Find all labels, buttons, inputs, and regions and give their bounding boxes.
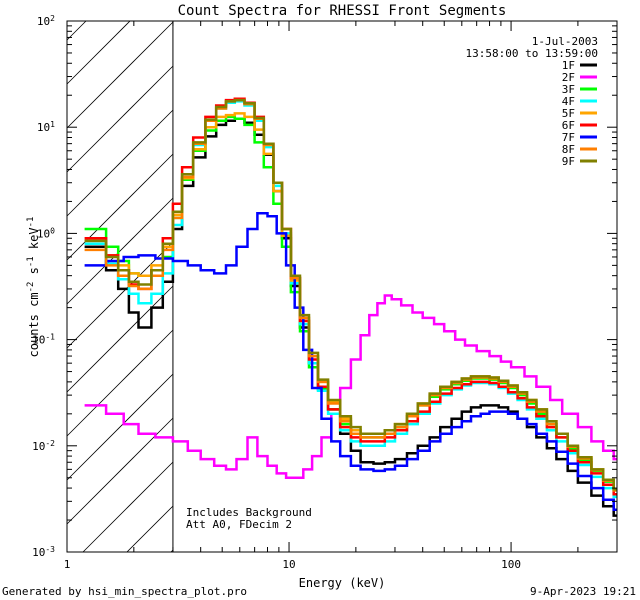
legend-label: 9F xyxy=(562,155,575,168)
hatch-line xyxy=(66,65,174,173)
footer-date: 9-Apr-2023 19:21 xyxy=(530,585,636,598)
note-attenuator: Att A0, FDecim 2 xyxy=(186,518,292,531)
y-tick-label: 101 xyxy=(37,120,55,135)
x-axis-label: Energy (keV) xyxy=(299,576,386,590)
hatch-line xyxy=(66,21,174,129)
hatch-line xyxy=(66,20,131,85)
series-9F xyxy=(84,98,617,491)
x-tick-label: 100 xyxy=(501,558,521,571)
hatch-line xyxy=(66,285,174,393)
plot-frame xyxy=(66,20,618,553)
y-tick-label: 10-2 xyxy=(32,438,55,453)
legend-label: 8F xyxy=(562,143,575,156)
y-label-part: counts cm xyxy=(27,292,41,357)
chart-title: Count Spectra for RHESSI Front Segments xyxy=(178,3,507,19)
legend-label: 5F xyxy=(562,107,575,120)
series-8F xyxy=(84,98,617,492)
legend-label: 7F xyxy=(562,131,575,144)
hatch-line xyxy=(66,373,174,481)
hatched-excluded-region xyxy=(66,20,174,553)
y-axis-label: counts cm-2 s-1 keV-1 xyxy=(26,217,41,358)
hatch-line xyxy=(82,461,174,553)
x-tick-label: 1 xyxy=(64,558,71,571)
hatch-line xyxy=(66,417,174,525)
footer-generated-by: Generated by hsi_min_spectra_plot.pro xyxy=(2,585,248,598)
y-label-exp: -1 xyxy=(26,256,36,267)
y-tick-labels: 10-3 10-2 10-1 100 101 102 xyxy=(32,14,55,560)
x-tick-labels: 1 10 100 xyxy=(64,558,521,571)
y-label-exp: -1 xyxy=(26,217,36,228)
y-label-exp: -2 xyxy=(26,282,36,293)
note-background: Includes Background xyxy=(186,506,312,519)
y-tick-label: 10-1 xyxy=(32,332,55,347)
series-layer xyxy=(84,97,617,517)
hatch-line xyxy=(66,109,174,217)
hatch-line xyxy=(126,505,174,553)
y-tick-label: 102 xyxy=(37,14,55,29)
series-2F xyxy=(84,294,617,480)
svg-text:counts cm-2 s-1 keV-1: counts cm-2 s-1 keV-1 xyxy=(26,217,41,358)
legend-label: 3F xyxy=(562,83,575,96)
axes xyxy=(66,20,618,553)
y-label-part: keV xyxy=(27,227,41,256)
y-label-part: s xyxy=(27,267,41,281)
legend-time-range: 13:58:00 to 13:59:00 xyxy=(466,47,598,60)
hatch-line xyxy=(66,329,174,437)
x-tick-label: 10 xyxy=(282,558,295,571)
y-tick-label: 100 xyxy=(37,226,55,241)
legend-label: 4F xyxy=(562,95,575,108)
legend-label: 2F xyxy=(562,71,575,84)
series-7F xyxy=(84,211,617,511)
legend-label: 6F xyxy=(562,119,575,132)
legend-label: 1F xyxy=(562,59,575,72)
series-1F xyxy=(84,117,617,517)
y-tick-label: 10-3 xyxy=(32,545,55,560)
hatch-line xyxy=(66,153,174,261)
hatch-line xyxy=(66,197,174,305)
hatch-line xyxy=(66,20,87,41)
legend-date: 1-Jul-2003 xyxy=(532,35,598,48)
